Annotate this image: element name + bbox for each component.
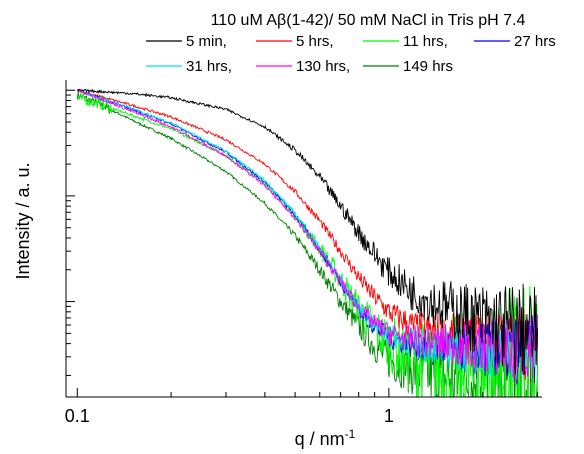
legend-item: 31 hrs,: [146, 58, 232, 75]
series-line-5-min: [76, 88, 539, 376]
legend-label: 11 hrs,: [403, 33, 448, 50]
series-line-130-hrs: [77, 89, 539, 379]
legend-item: 11 hrs,: [363, 33, 448, 50]
legend-label: 130 hrs,: [296, 58, 350, 75]
chart-title: 110 uM Aβ(1-42)/ 50 mM NaCl in Tris pH 7…: [211, 12, 526, 29]
x-tick-label: 0.1: [65, 406, 90, 426]
legend: 5 min, 5 hrs, 11 hrs, 27 hrs 31 hrs, 130 hrs,…: [146, 33, 556, 75]
legend-label: 5 hrs,: [296, 33, 334, 50]
legend-item: 130 hrs,: [256, 58, 350, 75]
legend-label: 31 hrs,: [186, 58, 232, 75]
legend-item: 5 hrs,: [256, 33, 334, 50]
plot-area: [76, 88, 539, 397]
x-tick-label: 1: [384, 406, 394, 426]
axes: 0.1 1: [65, 80, 542, 426]
legend-label: 149 hrs: [403, 58, 453, 75]
x-axis-label-main: q / nm: [295, 429, 345, 449]
x-axis-label-sup: -1: [345, 427, 356, 441]
legend-item: 5 min,: [146, 33, 227, 50]
legend-label: 5 min,: [186, 33, 227, 50]
legend-label: 27 hrs: [514, 33, 556, 50]
legend-item: 27 hrs: [474, 33, 556, 50]
legend-item: 149 hrs: [363, 58, 453, 75]
y-axis-label: Intensity / a. u.: [13, 162, 33, 279]
x-axis-label: q / nm-1: [295, 427, 356, 449]
